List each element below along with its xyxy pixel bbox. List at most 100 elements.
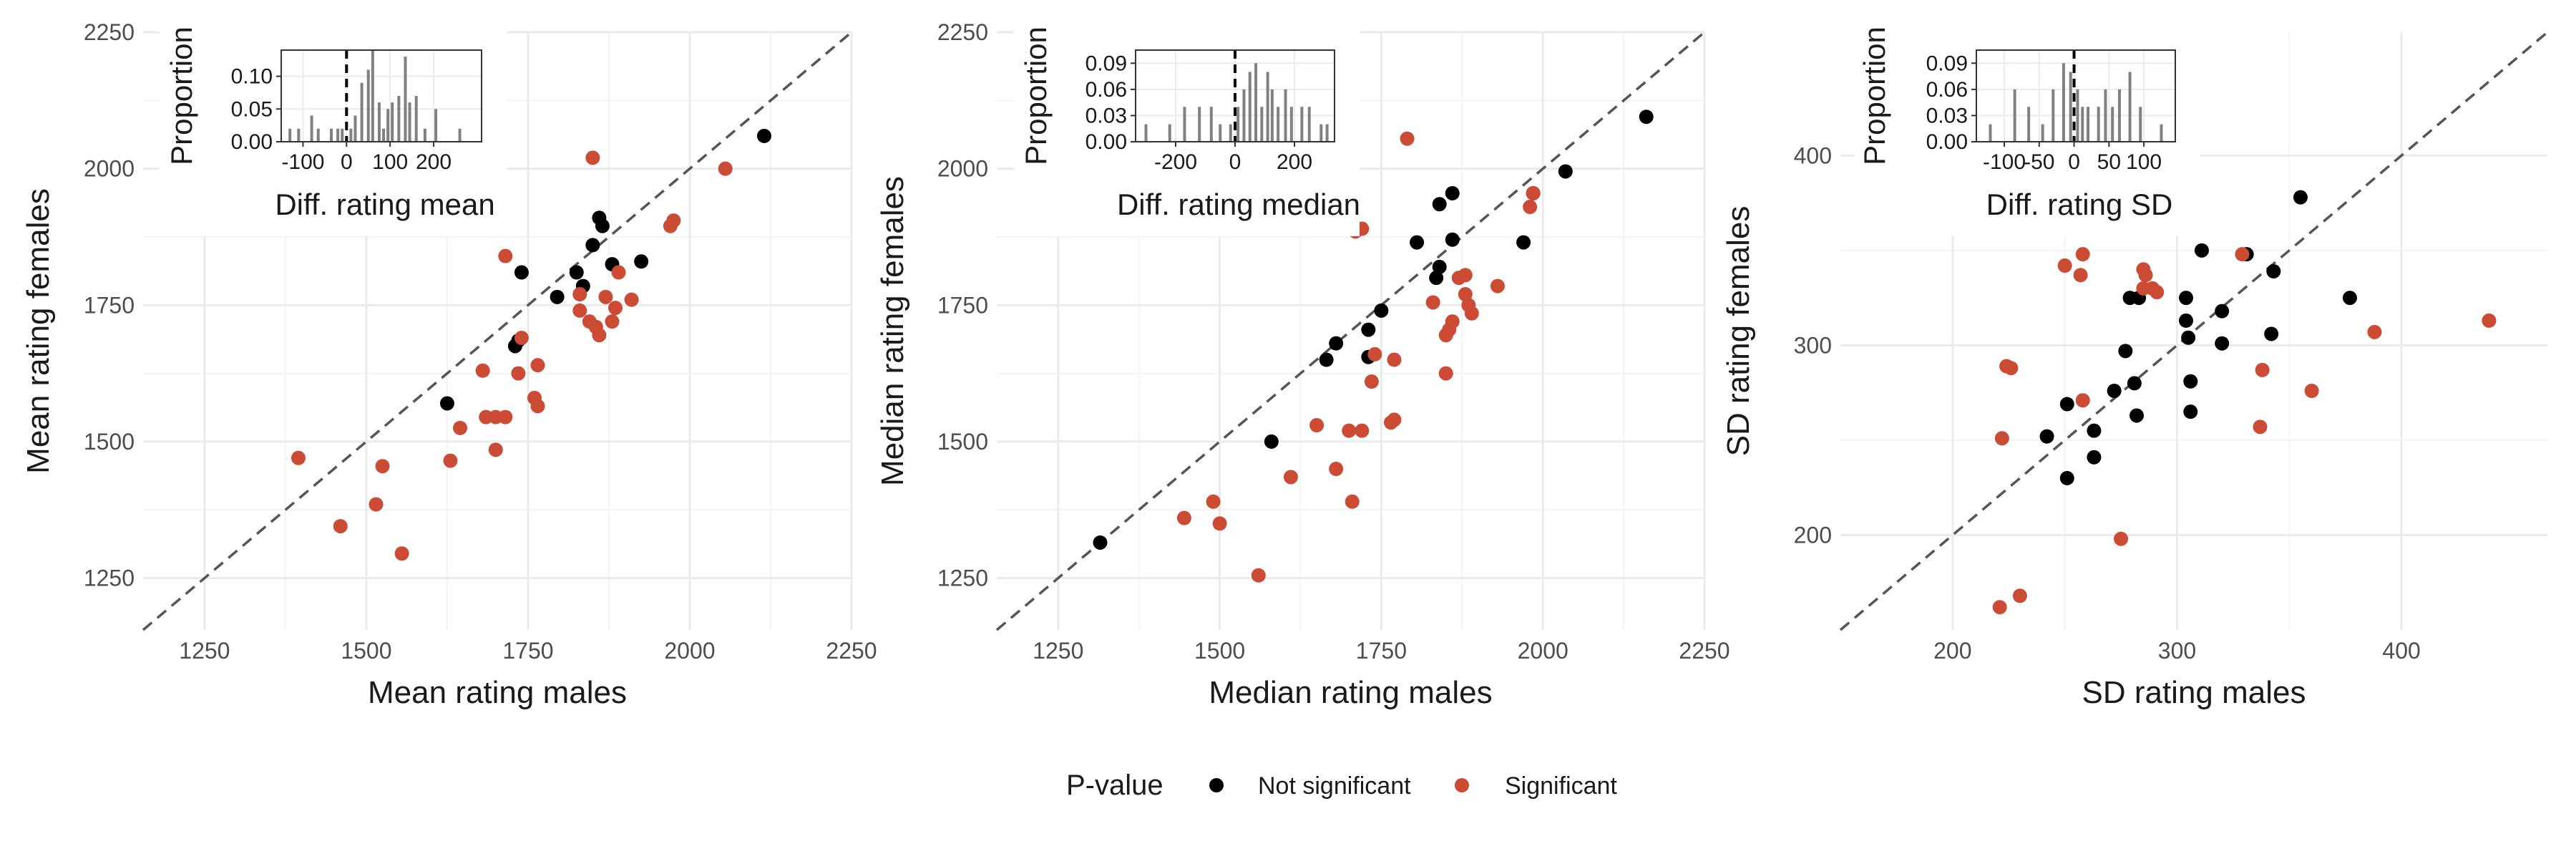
inset-bar (2062, 63, 2065, 142)
data-point (2482, 313, 2497, 328)
inset-x-tick-label: 50 (2097, 150, 2121, 174)
inset-x-tick-label: 0 (1229, 150, 1241, 174)
inset-bar (2076, 89, 2079, 142)
legend: P-value Not significant Significant (1066, 770, 1617, 801)
data-point (2183, 374, 2198, 389)
data-point (498, 409, 513, 424)
data-point (1345, 494, 1360, 509)
inset-bar (1236, 107, 1240, 142)
data-point (1516, 235, 1531, 250)
inset-bar (1319, 124, 1323, 142)
data-point (1309, 418, 1324, 433)
inset-x-tick-label: -100 (1983, 150, 2026, 174)
y-axis-label: SD rating females (1721, 206, 1756, 457)
data-point (605, 314, 620, 329)
data-point (511, 366, 526, 381)
x-tick-label: 1250 (1033, 638, 1083, 664)
x-tick-label: 1500 (341, 638, 391, 664)
data-point (2183, 404, 2198, 419)
data-point (1387, 352, 1402, 367)
data-point (475, 363, 490, 378)
series-significant (291, 150, 733, 561)
data-point (1093, 535, 1108, 550)
inset-bar (386, 109, 390, 142)
inset-bar (1183, 107, 1186, 142)
data-point (624, 292, 639, 307)
identity-line (142, 31, 853, 631)
inset-y-axis-label: Proportion (1858, 26, 1891, 165)
data-point (2342, 291, 2357, 306)
inset-y-tick-label: 0.05 (231, 97, 273, 121)
data-point (1329, 462, 1344, 477)
inset-y-tick-label: 0.09 (1085, 52, 1127, 75)
y-tick-label: 400 (1794, 142, 1832, 168)
y-tick-label: 1250 (84, 566, 135, 591)
data-point (2215, 336, 2230, 351)
data-point (394, 546, 409, 561)
data-point (2145, 281, 2160, 296)
inset-bar (297, 128, 301, 142)
data-point (514, 265, 529, 280)
data-point (592, 328, 607, 343)
x-tick-label: 2250 (1679, 638, 1729, 664)
inset-bar (377, 102, 381, 142)
data-point (1523, 200, 1538, 215)
inset-y-tick-label: 0.03 (1926, 104, 1968, 127)
inset-bar (1248, 72, 1252, 142)
data-point (375, 459, 390, 474)
inset-y-axis-label: Proportion (165, 26, 198, 165)
inset-bar (353, 115, 357, 142)
data-point (611, 265, 626, 280)
inset-histogram: -100 0 100 200 0.00 0.05 0.10 Diff. rating mean… (160, 18, 507, 236)
inset-bar (414, 96, 418, 142)
inset-bar (434, 109, 438, 142)
data-point (1458, 287, 1473, 302)
inset-bar (2041, 124, 2044, 142)
x-tick-label: 300 (2158, 638, 2196, 664)
inset-bar (1325, 124, 1329, 142)
data-point (530, 358, 545, 373)
inset-bar (2081, 107, 2084, 142)
inset-bar (1270, 89, 1274, 142)
x-tick-label: 200 (1933, 638, 1971, 664)
inset-bar (316, 128, 320, 142)
inset-y-tick-label: 0.09 (1926, 52, 1968, 75)
inset-bar (1209, 107, 1213, 142)
inset-bar (2128, 72, 2132, 142)
data-point (1425, 295, 1440, 310)
data-point (2179, 291, 2194, 306)
data-point (369, 497, 384, 512)
y-tick-label: 1250 (937, 566, 988, 591)
identity-line (1839, 31, 2549, 631)
panel-median: 1250 1500 1750 2000 225012501500175020002250… (875, 18, 1730, 710)
x-axis-label: SD rating males (2082, 675, 2306, 710)
inset-bar (1260, 107, 1264, 142)
inset-bar (2087, 107, 2090, 142)
data-point (1329, 336, 1344, 351)
data-point (2181, 330, 2196, 345)
inset-frame (280, 49, 482, 142)
x-tick-label: 1250 (179, 638, 230, 664)
inset-bar (1242, 89, 1246, 142)
x-tick-label: 2000 (1518, 638, 1568, 664)
data-point (2107, 384, 2122, 398)
data-point (2087, 450, 2102, 465)
data-point (1319, 352, 1334, 367)
data-point (2194, 243, 2209, 258)
inset-background (160, 18, 507, 236)
y-axis-label: Mean rating females (21, 188, 56, 474)
x-tick-label: 2250 (826, 638, 877, 664)
data-point (2235, 247, 2250, 262)
data-point (2255, 362, 2270, 377)
x-tick-label: 1750 (1356, 638, 1407, 664)
inset-bar (404, 57, 407, 142)
data-point (2293, 190, 2308, 205)
data-point (1283, 470, 1298, 485)
series-significant (1992, 247, 2497, 615)
legend-title: P-value (1066, 770, 1163, 801)
inset-x-tick-label: -100 (281, 150, 324, 174)
x-tick-label: 1750 (502, 638, 553, 664)
x-tick-label: 1500 (1194, 638, 1245, 664)
data-point (2039, 429, 2054, 444)
